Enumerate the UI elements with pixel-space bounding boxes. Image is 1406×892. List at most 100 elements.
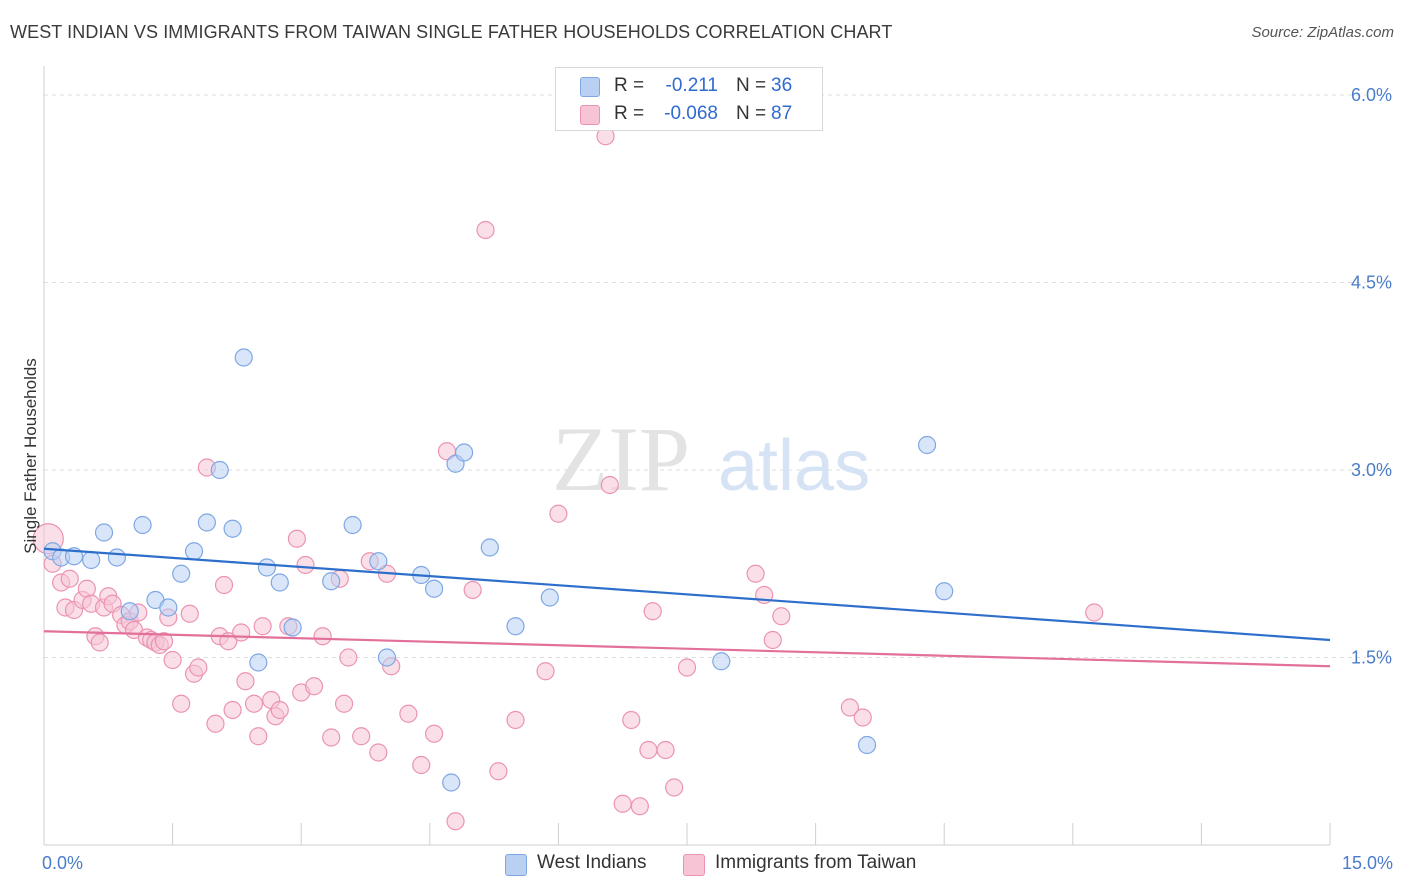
pink-point-53 xyxy=(339,648,358,667)
pink-point-64 xyxy=(463,580,482,600)
legend-n-label: N = xyxy=(736,75,767,96)
pink-point-60 xyxy=(412,755,431,775)
pink-point-63 xyxy=(446,812,465,831)
source-label: Source: ZipAtlas.com xyxy=(1251,24,1394,41)
pink-point-50 xyxy=(322,728,341,747)
blue-point-30 xyxy=(506,617,525,636)
legend-label: Immigrants from Taiwan xyxy=(715,852,917,873)
watermark: ZIP atlas xyxy=(552,408,870,510)
pink-point-36 xyxy=(232,623,251,642)
pink-point-75 xyxy=(639,740,658,760)
pink-point-86 xyxy=(1085,603,1104,622)
pink-point-85 xyxy=(853,708,872,727)
trend-line-immigrants-from-taiwan xyxy=(43,630,1331,668)
blue-point-29 xyxy=(480,538,499,557)
pink-point-78 xyxy=(665,778,684,797)
pink-point-59 xyxy=(399,704,418,723)
pink-point-38 xyxy=(244,694,264,713)
legend-r-label: R = xyxy=(614,75,645,96)
blue-point-32 xyxy=(712,652,731,671)
pink-point-71 xyxy=(600,475,619,495)
chart-title: WEST INDIAN VS IMMIGRANTS FROM TAIWAN SI… xyxy=(10,22,893,42)
blue-point-18 xyxy=(270,573,289,592)
blue-point-17 xyxy=(257,558,277,577)
legend-swatch-pink xyxy=(580,105,600,125)
blue-point-25 xyxy=(424,579,444,598)
y-tick-label-1: 3.0% xyxy=(1351,460,1392,480)
pink-point-45 xyxy=(287,529,307,548)
blue-point-3 xyxy=(82,550,101,570)
pink-point-10 xyxy=(90,633,109,652)
pink-point-80 xyxy=(746,564,765,583)
pink-point-84 xyxy=(840,698,859,717)
watermark-atlas: atlas xyxy=(718,426,870,506)
legend-label: West Indians xyxy=(537,852,647,873)
blue-point-11 xyxy=(184,542,204,561)
pink-point-39 xyxy=(249,727,268,746)
pink-point-33 xyxy=(214,575,234,595)
pink-point-48 xyxy=(304,677,324,696)
pink-point-29 xyxy=(189,658,208,677)
blue-point-19 xyxy=(283,618,302,637)
pink-point-31 xyxy=(206,714,225,733)
watermark-zip: ZIP xyxy=(552,408,690,510)
blue-point-10 xyxy=(172,564,191,583)
blue-point-35 xyxy=(935,582,954,601)
grid-lines xyxy=(44,94,1366,658)
legend-n-value: 87 xyxy=(771,103,793,124)
blue-point-4 xyxy=(94,523,114,542)
pink-point-69 xyxy=(549,504,568,523)
blue-point-14 xyxy=(223,519,242,538)
pink-point-56 xyxy=(369,743,388,762)
y-tick-label-0: 1.5% xyxy=(1351,648,1392,668)
legend-row-west-indians: R = -0.211 N = 36 xyxy=(556,72,822,100)
x-tick-label-max: 15.0% xyxy=(1342,853,1393,873)
blue-point-12 xyxy=(197,513,216,532)
pink-point-65 xyxy=(476,220,495,240)
blue-point-7 xyxy=(133,515,152,535)
blue-point-5 xyxy=(107,548,126,567)
pink-point-74 xyxy=(630,797,649,816)
blue-point-16 xyxy=(249,653,268,672)
pink-point-4 xyxy=(60,569,79,588)
blue-point-34 xyxy=(917,435,937,455)
blue-point-28 xyxy=(454,443,474,462)
blue-point-23 xyxy=(377,648,397,667)
blue-point-26 xyxy=(442,773,461,792)
blue-point-33 xyxy=(857,735,877,755)
blue-point-6 xyxy=(120,602,139,621)
pink-point-27 xyxy=(180,604,199,623)
legend-r-value: -0.211 xyxy=(665,75,718,96)
pink-point-61 xyxy=(424,724,444,743)
legend-row-immigrants-from-taiwan: R = -0.068 N = 87 xyxy=(556,100,822,128)
y-axis-label: Single Father Households xyxy=(21,358,40,554)
blue-point-15 xyxy=(234,348,253,367)
trend-lines xyxy=(43,547,1331,668)
trend-line-west-indians xyxy=(43,547,1331,642)
blue-point-9 xyxy=(159,598,178,617)
pink-point-82 xyxy=(763,630,782,650)
pink-point-35 xyxy=(223,700,242,720)
legend-n-value: 36 xyxy=(771,75,793,96)
pink-point-37 xyxy=(236,672,255,691)
stats-legend: R = -0.211 N = 36 R = -0.068 N = 87 xyxy=(555,67,823,131)
pink-point-77 xyxy=(656,740,675,760)
legend-swatch-blue xyxy=(580,77,600,97)
pink-point-83 xyxy=(772,607,791,626)
y-tick-label-3: 6.0% xyxy=(1351,85,1392,105)
pink-point-52 xyxy=(334,694,354,713)
blue-point-20 xyxy=(322,572,341,591)
pink-point-43 xyxy=(270,700,289,720)
legend-swatch-pink xyxy=(683,854,705,876)
legend-swatch-blue xyxy=(505,854,527,876)
pink-point-54 xyxy=(352,727,371,746)
legend-n-label: N = xyxy=(736,103,767,124)
pink-point-40 xyxy=(253,617,272,636)
pink-point-72 xyxy=(613,794,632,813)
blue-point-22 xyxy=(369,552,388,571)
pink-point-67 xyxy=(506,710,525,730)
blue-point-13 xyxy=(210,460,229,480)
blue-point-31 xyxy=(540,588,559,607)
pink-point-7 xyxy=(77,579,96,598)
pink-point-79 xyxy=(677,658,697,677)
